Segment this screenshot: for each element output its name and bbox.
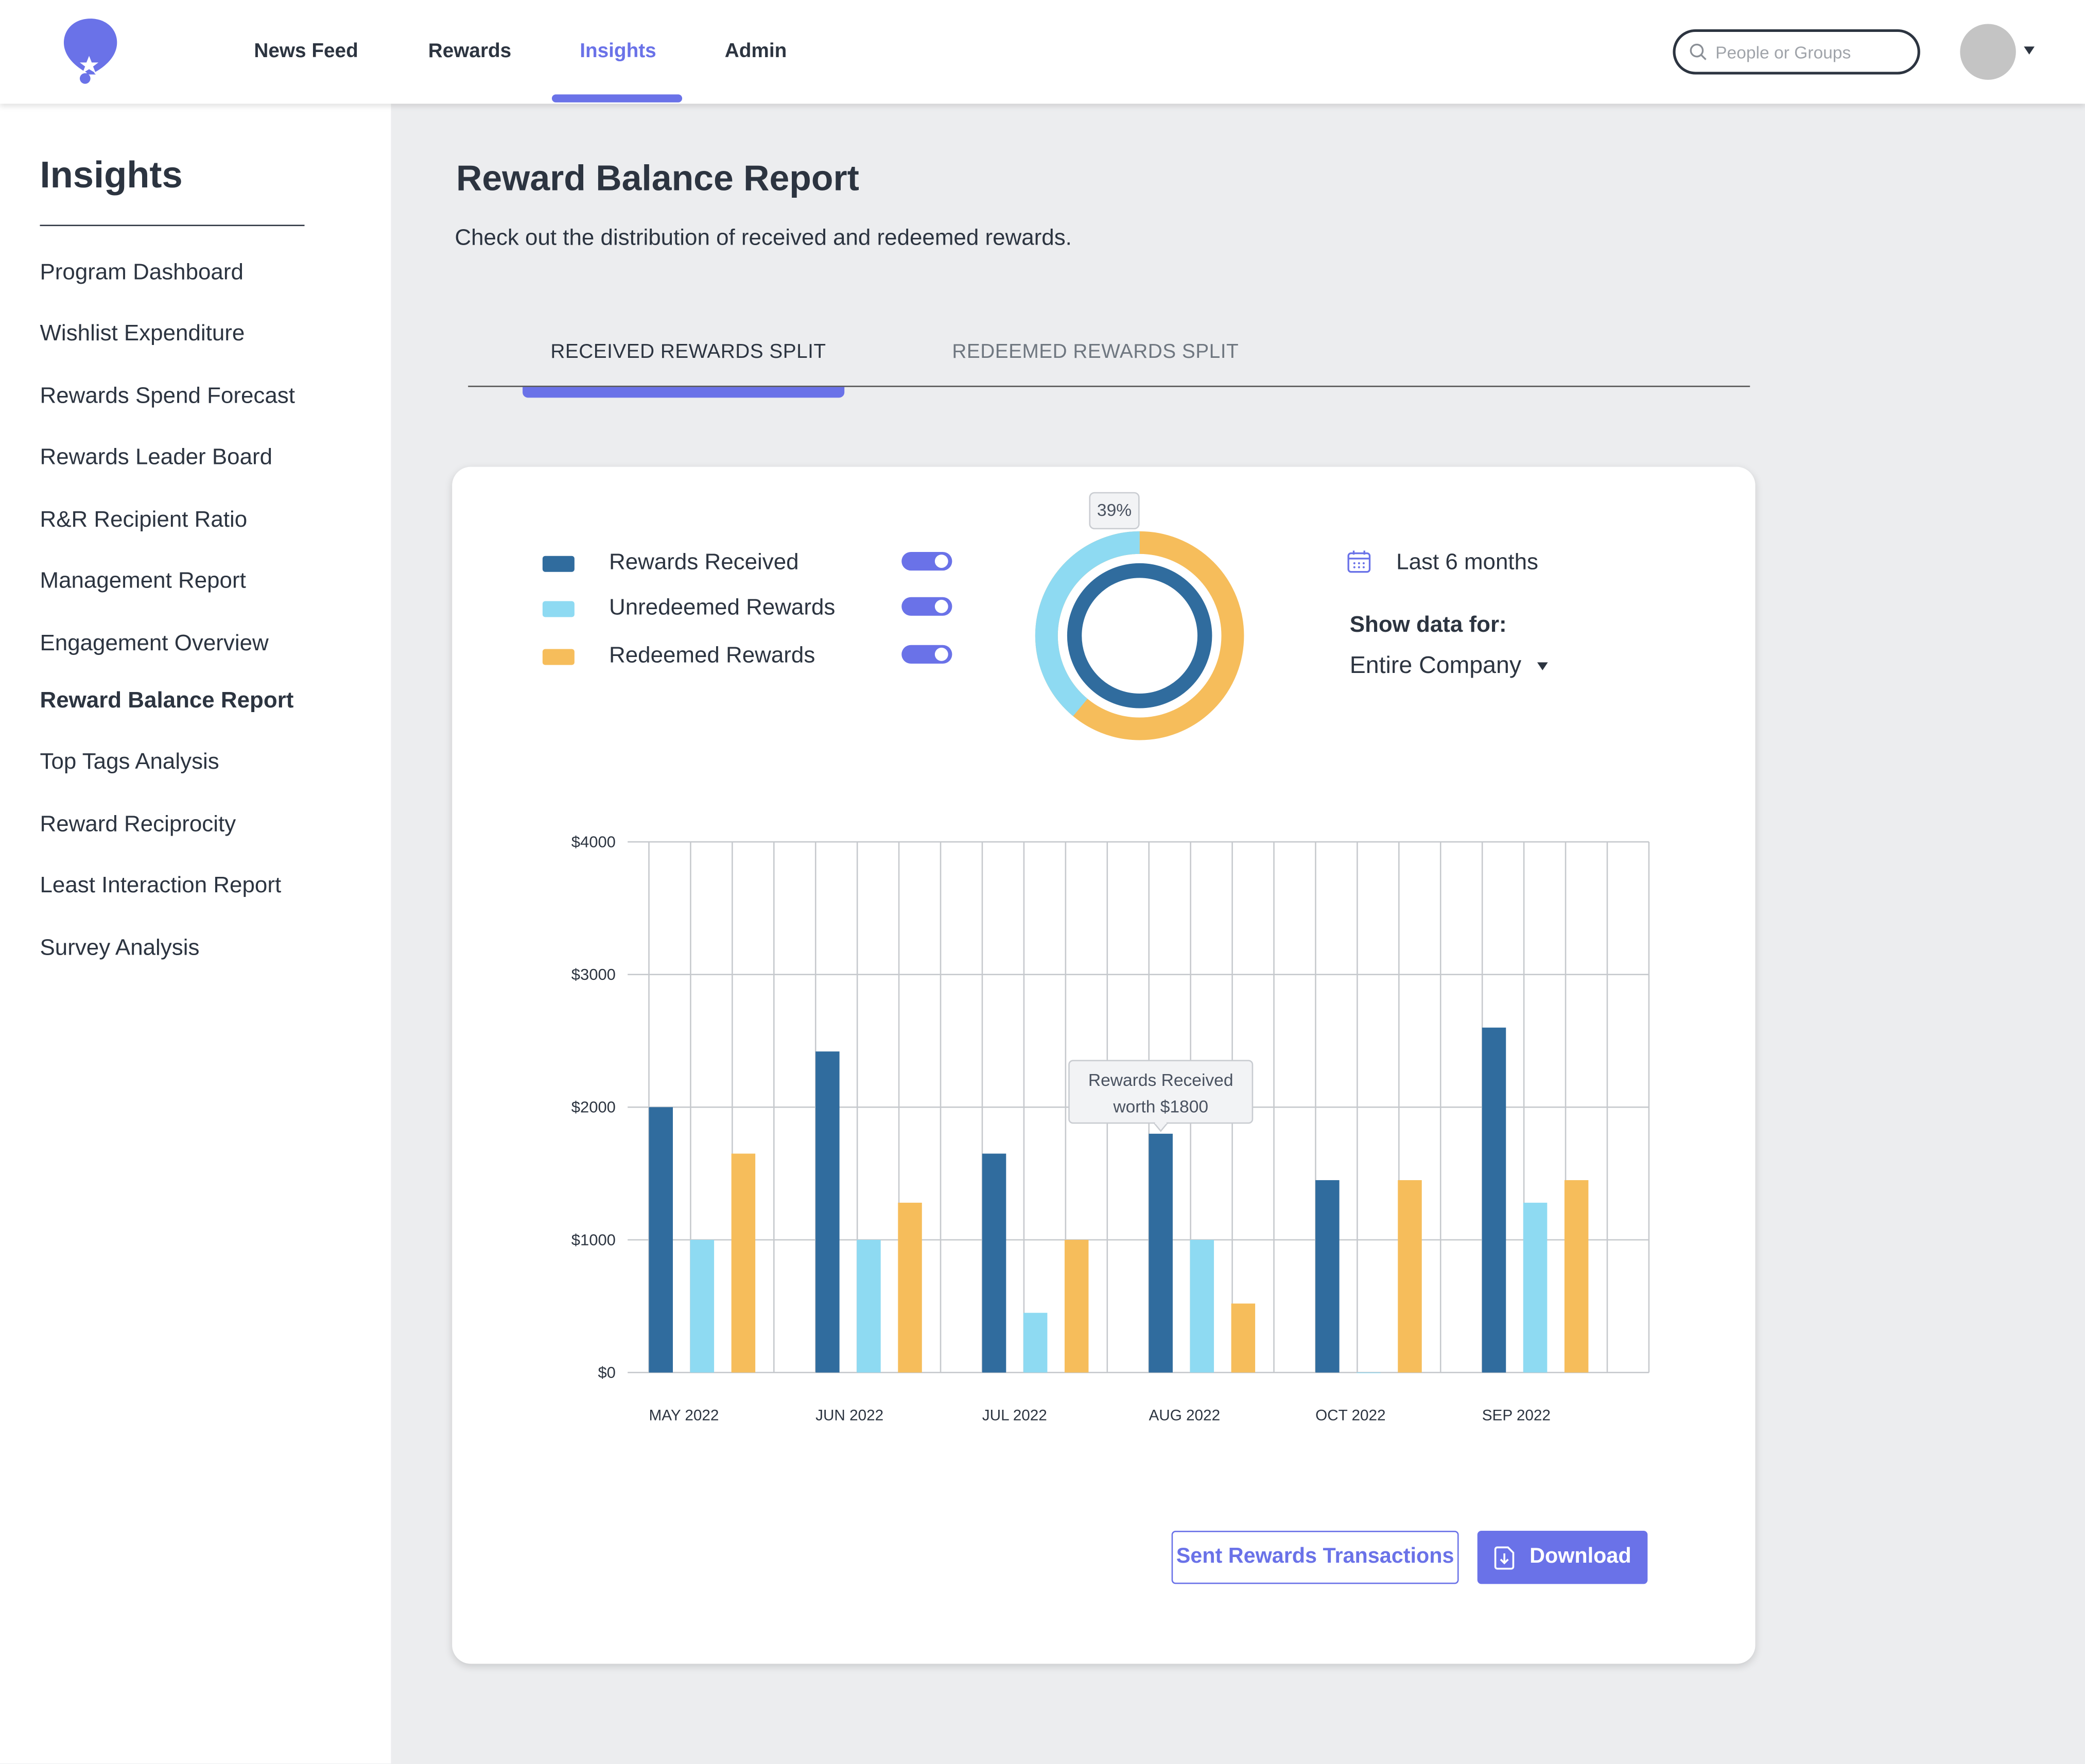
download-label: Download	[1530, 1545, 1631, 1568]
search-box[interactable]	[1673, 29, 1920, 75]
toggle-rewards-received[interactable]	[901, 551, 952, 571]
sidebar-item-least-interaction-report[interactable]: Least Interaction Report	[40, 872, 282, 898]
download-file-icon	[1495, 1546, 1515, 1569]
donut-inner-ring	[1067, 563, 1212, 708]
tabs-divider	[468, 386, 1750, 387]
tab-active-indicator	[523, 387, 845, 398]
legend-swatch	[542, 556, 575, 572]
period-selector[interactable]: Last 6 months	[1346, 548, 1538, 581]
legend-item-unredeemed-rewards: Unredeemed Rewards	[542, 593, 968, 625]
nav-rewards[interactable]: Rewards	[428, 40, 512, 63]
top-navigation-bar: News Feed Rewards Insights Admin	[0, 0, 2085, 104]
nav-admin[interactable]: Admin	[724, 40, 787, 63]
legend-label: Unredeemed Rewards	[609, 594, 836, 620]
sidebar-item-reward-reciprocity[interactable]: Reward Reciprocity	[40, 811, 236, 837]
calendar-icon	[1347, 550, 1371, 573]
legend-swatch	[542, 601, 575, 617]
x-tick-label: JUN 2022	[815, 1407, 883, 1424]
y-tick-label: $2000	[571, 1098, 616, 1116]
x-tick-label: AUG 2022	[1149, 1407, 1220, 1424]
sidebar-item-program-dashboard[interactable]: Program Dashboard	[40, 259, 244, 285]
nav-insights[interactable]: Insights	[580, 40, 656, 63]
legend-swatch	[542, 649, 575, 665]
bar[interactable]	[1523, 1202, 1548, 1373]
tooltip-line1: Rewards Received	[1088, 1071, 1233, 1090]
tab-received-rewards-split[interactable]: RECEIVED REWARDS SPLIT	[550, 340, 826, 364]
sidebar-item-rewards-leader-board[interactable]: Rewards Leader Board	[40, 444, 273, 470]
download-button[interactable]: Download	[1477, 1531, 1648, 1584]
bar[interactable]	[1398, 1180, 1422, 1373]
legend-item-redeemed-rewards: Redeemed Rewards	[542, 641, 968, 673]
bar[interactable]	[1149, 1133, 1173, 1373]
search-icon	[1690, 43, 1707, 60]
bar[interactable]	[898, 1202, 922, 1373]
y-tick-label: $1000	[571, 1231, 616, 1249]
toggle-unredeemed-rewards[interactable]	[901, 597, 952, 616]
bar[interactable]	[1023, 1312, 1048, 1373]
bar[interactable]	[857, 1240, 881, 1373]
sidebar-item-rr-recipient-ratio[interactable]: R&R Recipient Ratio	[40, 507, 248, 532]
bar[interactable]	[731, 1153, 756, 1373]
tooltip-line2: worth $1800	[1113, 1098, 1208, 1117]
chevron-down-icon[interactable]	[2024, 46, 2035, 55]
sidebar-item-management-report[interactable]: Management Report	[40, 567, 246, 594]
y-tick-label: $4000	[571, 833, 616, 851]
bar[interactable]	[1190, 1240, 1214, 1373]
donut-segment-unredeemed	[1035, 531, 1244, 740]
period-label: Last 6 months	[1396, 549, 1538, 575]
tab-redeemed-rewards-split[interactable]: REDEEMED REWARDS SPLIT	[952, 340, 1239, 364]
bar[interactable]	[1482, 1027, 1506, 1373]
bar[interactable]	[1231, 1303, 1256, 1373]
legend-label: Redeemed Rewards	[609, 642, 815, 668]
nav-active-indicator	[551, 94, 683, 102]
y-tick-label: $0	[598, 1363, 615, 1381]
bar[interactable]	[1564, 1180, 1589, 1373]
donut-chart	[1035, 531, 1244, 740]
x-tick-label: SEP 2022	[1482, 1407, 1551, 1424]
chevron-down-icon	[1537, 662, 1548, 671]
legend-item-rewards-received: Rewards Received	[542, 548, 968, 580]
scope-value: Entire Company	[1349, 651, 1522, 679]
bar-chart: $0 $1000 $2000 $3000 $4000 MAY 2022 JUN 2022 JU…	[571, 833, 1650, 1424]
sidebar-title: Insights	[40, 154, 183, 196]
sidebar: Insights	[0, 103, 391, 1764]
sidebar-item-wishlist-expenditure[interactable]: Wishlist Expenditure	[40, 320, 245, 346]
page-title: Reward Balance Report	[456, 158, 859, 198]
report-card: Rewards Received Unredeemed Rewards Rede…	[452, 466, 1756, 1664]
bar[interactable]	[649, 1107, 673, 1373]
avatar[interactable]	[1960, 24, 2016, 80]
toggle-redeemed-rewards[interactable]	[901, 645, 952, 664]
show-data-label: Show data for:	[1349, 612, 1507, 637]
x-tick-label: OCT 2022	[1315, 1407, 1385, 1424]
sidebar-item-reward-balance-report[interactable]: Reward Balance Report	[40, 687, 294, 713]
sidebar-divider	[40, 224, 305, 227]
search-input[interactable]	[1715, 42, 1888, 62]
x-tick-label: JUL 2022	[982, 1407, 1047, 1424]
sidebar-item-rewards-spend-forecast[interactable]: Rewards Spend Forecast	[40, 383, 295, 408]
scope-dropdown[interactable]: Entire Company	[1350, 652, 1548, 680]
bar[interactable]	[1064, 1240, 1089, 1373]
y-tick-label: $3000	[571, 965, 616, 983]
sidebar-item-survey-analysis[interactable]: Survey Analysis	[40, 935, 200, 960]
sent-rewards-transactions-button[interactable]: Sent Rewards Transactions	[1171, 1531, 1459, 1584]
donut-tooltip: 39%	[1089, 492, 1140, 530]
sidebar-item-top-tags-analysis[interactable]: Top Tags Analysis	[40, 749, 219, 774]
balloon-star-logo-icon[interactable]	[59, 16, 123, 88]
bar[interactable]	[1315, 1180, 1340, 1373]
bar[interactable]	[815, 1051, 840, 1373]
nav-news-feed[interactable]: News Feed	[254, 40, 358, 63]
page-subtitle: Check out the distribution of received a…	[455, 224, 1072, 250]
bar-tooltip: Rewards Received worth $1800	[1068, 1060, 1254, 1132]
legend-label: Rewards Received	[609, 549, 799, 575]
sidebar-item-engagement-overview[interactable]: Engagement Overview	[40, 630, 269, 656]
bar[interactable]	[982, 1153, 1006, 1373]
x-tick-label: MAY 2022	[649, 1407, 719, 1424]
bar[interactable]	[690, 1240, 715, 1373]
